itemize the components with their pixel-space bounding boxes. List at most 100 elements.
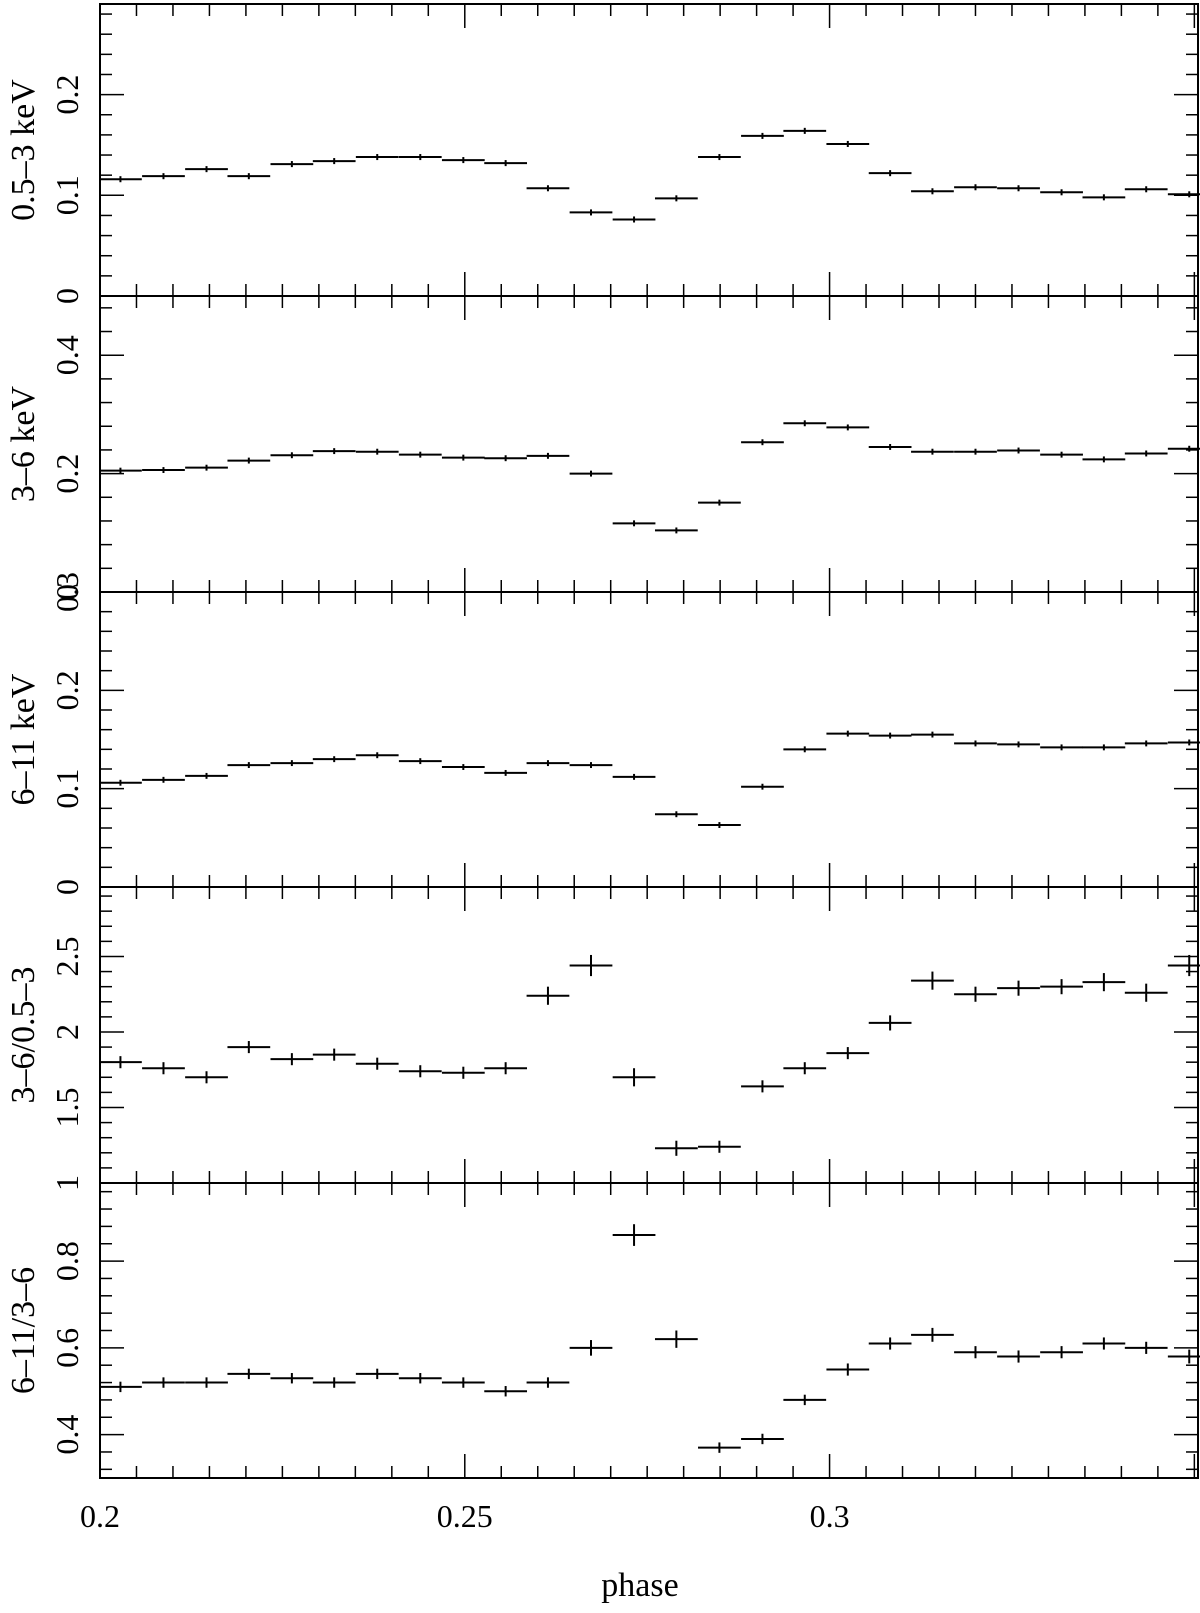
data-point	[654, 1330, 698, 1348]
y-axis-label: 3–6/0.5–3	[5, 967, 42, 1104]
data-point	[569, 1340, 613, 1356]
data-point	[398, 1065, 442, 1078]
data-point	[526, 760, 570, 767]
data-point	[826, 1047, 870, 1060]
y-tick-label: 0.6	[49, 1328, 85, 1368]
data-point	[741, 1433, 784, 1445]
data-point	[398, 758, 442, 765]
data-point	[312, 1048, 356, 1061]
panel-frame	[99, 3, 1199, 297]
data-point	[270, 452, 314, 459]
y-tick-label: 0.4	[49, 1415, 85, 1455]
data-point	[1124, 983, 1168, 1002]
data-point	[99, 1056, 142, 1069]
data-point	[270, 760, 314, 767]
data-point	[398, 1373, 442, 1384]
y-tick-label: 2	[49, 1024, 85, 1040]
data-point	[997, 447, 1040, 454]
data-point	[868, 444, 912, 450]
data-point	[398, 154, 442, 161]
data-point	[1040, 1346, 1083, 1359]
data-point	[1040, 979, 1083, 995]
data-point	[270, 1373, 314, 1384]
data-point	[741, 439, 784, 446]
data-point	[441, 1377, 485, 1388]
data-point	[484, 1386, 528, 1397]
data-point	[227, 1368, 271, 1380]
data-point	[868, 170, 912, 177]
data-point	[698, 1442, 741, 1453]
y-tick-label: 0	[49, 584, 85, 600]
data-point	[698, 822, 741, 828]
data-point	[1167, 445, 1200, 452]
data-point	[312, 756, 356, 763]
panel-2: 0 0.2 0.43–6 keV	[5, 295, 1200, 600]
data-point	[142, 776, 185, 783]
data-point	[698, 1140, 741, 1153]
data-point	[526, 1377, 570, 1388]
y-tick-label: 0.4	[49, 335, 85, 375]
y-axis-label: 0.5–3 keV	[5, 79, 42, 221]
data-point	[783, 746, 827, 753]
y-tick-label: 0.1	[49, 175, 85, 215]
data-point	[1167, 954, 1200, 977]
panel-1: 0 0.1 0.20.5–3 keV	[5, 3, 1200, 304]
data-point	[911, 731, 954, 738]
y-tick-label: 1	[49, 1175, 85, 1191]
data-point	[142, 1377, 185, 1388]
data-point	[227, 1041, 271, 1054]
x-tick-label: 0.2	[80, 1498, 120, 1534]
y-tick-label: 0	[49, 879, 85, 895]
data-point	[954, 1346, 997, 1359]
data-point	[142, 467, 185, 474]
data-point	[1124, 1341, 1168, 1354]
data-point	[1082, 973, 1126, 992]
y-axis-label: 6–11/3–6	[5, 1267, 42, 1394]
data-point	[1082, 456, 1126, 463]
data-point	[783, 127, 827, 134]
data-point	[783, 1062, 827, 1075]
data-point	[612, 1224, 656, 1246]
data-point	[99, 779, 142, 786]
data-point	[741, 1080, 784, 1093]
data-point	[1082, 744, 1126, 751]
data-point	[654, 1140, 698, 1156]
data-point	[1124, 740, 1168, 747]
data-point	[569, 470, 613, 477]
data-point	[227, 457, 271, 464]
data-point	[868, 732, 912, 739]
data-point	[997, 980, 1040, 996]
data-point	[312, 1377, 356, 1388]
data-point	[1167, 1349, 1200, 1364]
data-point	[612, 520, 656, 527]
data-point	[741, 783, 784, 790]
data-point	[185, 166, 228, 173]
panel-frame	[99, 1182, 1199, 1479]
x-tick-label: 0.3	[810, 1498, 850, 1534]
data-point	[1124, 450, 1168, 457]
y-tick-label: 1.5	[49, 1087, 85, 1127]
data-point	[1040, 451, 1083, 458]
data-point	[654, 527, 698, 534]
x-axis-label: phase	[601, 1567, 678, 1604]
data-point	[569, 954, 613, 977]
data-point	[185, 772, 228, 779]
data-point	[911, 448, 954, 455]
y-tick-label: 0	[49, 288, 85, 304]
data-point	[185, 1377, 228, 1388]
data-point	[1124, 186, 1168, 193]
panel-frame	[99, 886, 1199, 1184]
data-point	[911, 1327, 954, 1342]
data-point	[741, 132, 784, 139]
data-point	[355, 1368, 399, 1380]
data-point	[398, 451, 442, 458]
data-point	[954, 986, 997, 1002]
data-point	[826, 140, 870, 147]
data-point	[484, 160, 528, 167]
data-point	[312, 448, 356, 455]
data-point	[355, 154, 399, 161]
data-point	[1082, 194, 1126, 201]
panel-frame	[99, 295, 1199, 593]
